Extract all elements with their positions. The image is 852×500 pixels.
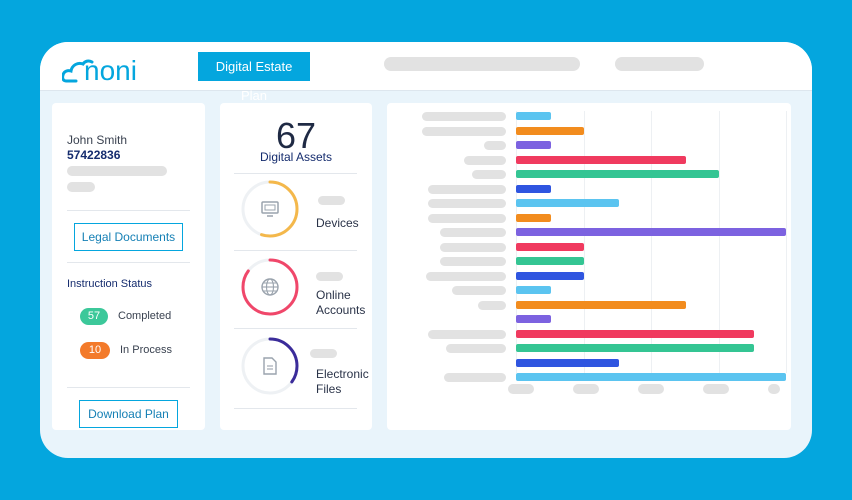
category-label-placeholder bbox=[426, 271, 506, 281]
completed-label: Completed bbox=[118, 310, 172, 322]
category-label-placeholder bbox=[440, 257, 506, 266]
divider bbox=[234, 328, 357, 329]
chart-card bbox=[387, 103, 791, 430]
chart-bar bbox=[516, 112, 551, 120]
chart-bar bbox=[516, 213, 551, 222]
divider bbox=[67, 387, 190, 388]
document-icon bbox=[263, 357, 277, 375]
category-label-placeholder bbox=[478, 300, 506, 310]
completed-count-badge: 57 bbox=[80, 308, 108, 325]
chart-gridline bbox=[583, 111, 585, 373]
category-label-placeholder bbox=[484, 141, 506, 150]
category-label-placeholder bbox=[422, 112, 506, 121]
chart-gridline bbox=[651, 111, 652, 373]
divider bbox=[234, 250, 357, 251]
online-accounts-label: Online Accounts bbox=[316, 288, 365, 318]
chart-bar bbox=[516, 300, 686, 309]
chart-bar bbox=[516, 344, 754, 352]
asset-total-label: Digital Assets bbox=[259, 150, 333, 164]
placeholder-bar bbox=[384, 57, 580, 71]
category-label-placeholder bbox=[422, 126, 506, 136]
chart-gridline bbox=[516, 111, 517, 373]
chart-bar bbox=[516, 271, 584, 280]
electronic-files-label: Electronic Files bbox=[316, 367, 369, 397]
category-label-placeholder bbox=[464, 155, 506, 165]
chart-bar bbox=[516, 199, 619, 207]
chart-bar bbox=[516, 315, 551, 323]
online-accounts-label-line2: Accounts bbox=[316, 303, 366, 317]
chart-bar bbox=[516, 358, 619, 367]
globe-icon bbox=[261, 278, 279, 296]
category-label-placeholder bbox=[440, 242, 506, 252]
chart-bar bbox=[516, 126, 584, 135]
divider bbox=[234, 173, 357, 174]
electronic-files-label-line2: Files bbox=[316, 382, 342, 396]
user-id: 57422836 bbox=[67, 148, 121, 162]
online-accounts-label-line1: Online bbox=[316, 288, 351, 302]
chart-gridline bbox=[786, 111, 787, 373]
in-process-label: In Process bbox=[120, 344, 172, 356]
chart-bar bbox=[516, 286, 551, 294]
chart-bar bbox=[516, 257, 584, 265]
user-name: John Smith bbox=[67, 133, 128, 147]
chart-bar bbox=[516, 184, 551, 193]
placeholder-bar bbox=[310, 349, 337, 358]
monitor-icon bbox=[261, 201, 279, 217]
legal-documents-button[interactable]: Legal Documents bbox=[74, 223, 183, 251]
chart-bar bbox=[516, 242, 584, 251]
category-label-placeholder bbox=[444, 373, 506, 382]
category-label-placeholder bbox=[428, 199, 506, 208]
chart-bar bbox=[516, 170, 719, 178]
placeholder-bar bbox=[67, 182, 95, 192]
category-label-placeholder bbox=[452, 286, 506, 295]
axis-tick-placeholder bbox=[703, 384, 729, 394]
divider bbox=[67, 210, 190, 211]
placeholder-bar bbox=[316, 272, 343, 281]
chart-gridline bbox=[718, 111, 720, 373]
category-label-placeholder bbox=[440, 228, 506, 237]
app-window: noni Digital Estate Plan John Smith 5742… bbox=[40, 42, 812, 458]
instruction-status-heading: Instruction Status bbox=[67, 278, 152, 290]
devices-label: Devices bbox=[316, 216, 359, 230]
noni-logo: noni bbox=[62, 55, 137, 86]
online-accounts-ring bbox=[241, 258, 299, 316]
placeholder-bar bbox=[615, 57, 704, 71]
chart-bar bbox=[516, 373, 786, 381]
assets-card: 67 Digital Assets Devices bbox=[220, 103, 372, 430]
download-plan-button[interactable]: Download Plan bbox=[79, 400, 178, 428]
chart-bar bbox=[516, 155, 686, 164]
asset-total: 67 bbox=[275, 115, 317, 156]
in-process-count-badge: 10 bbox=[80, 342, 110, 359]
category-label-placeholder bbox=[428, 329, 506, 339]
bar-chart bbox=[387, 103, 791, 430]
axis-tick-placeholder bbox=[573, 384, 599, 394]
category-label-placeholder bbox=[428, 184, 506, 194]
chart-bar bbox=[516, 141, 551, 149]
category-label-placeholder bbox=[472, 170, 506, 179]
divider bbox=[234, 408, 357, 409]
divider bbox=[67, 262, 190, 263]
category-label-placeholder bbox=[428, 213, 506, 223]
category-label-placeholder bbox=[446, 344, 506, 353]
chart-bar bbox=[516, 329, 754, 338]
electronic-files-ring bbox=[241, 337, 299, 395]
placeholder-bar bbox=[318, 196, 345, 205]
logo-wordmark: noni bbox=[84, 55, 137, 86]
devices-ring bbox=[241, 180, 299, 238]
chart-bar bbox=[516, 228, 786, 236]
axis-tick-placeholder bbox=[638, 384, 664, 394]
top-bar: noni Digital Estate Plan bbox=[40, 42, 812, 103]
page-title: Digital Estate Plan bbox=[198, 52, 310, 103]
axis-tick-placeholder bbox=[508, 384, 534, 394]
electronic-files-label-line1: Electronic bbox=[316, 367, 369, 381]
axis-tick-placeholder bbox=[768, 384, 780, 394]
profile-card: John Smith 57422836 Legal Documents Inst… bbox=[52, 103, 205, 430]
placeholder-bar bbox=[67, 166, 167, 176]
